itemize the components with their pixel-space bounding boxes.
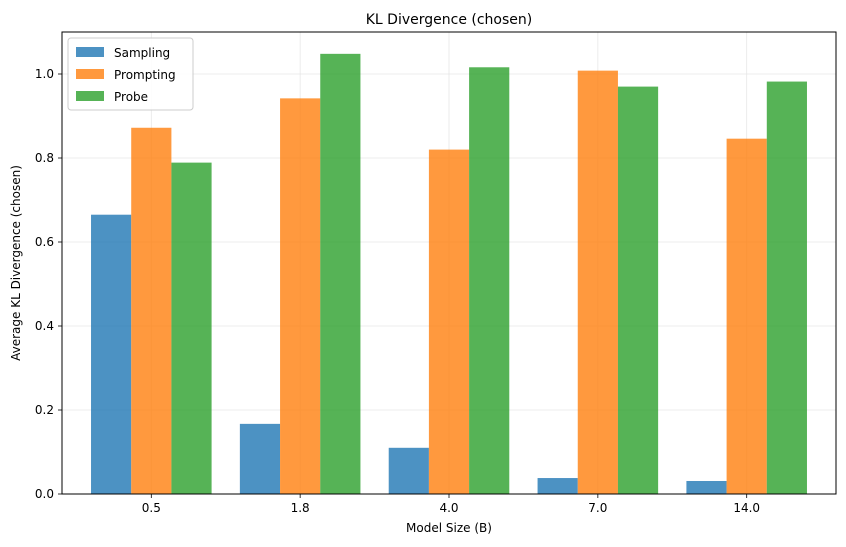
x-tick-label: 7.0 [588, 501, 607, 515]
bar-probe-14.0 [766, 81, 807, 494]
y-tick-label: 0.0 [35, 487, 54, 501]
ticks: 0.0 0.2 0.4 0.6 0.8 1.0 0.5 1.8 4.0 7.0 14.0 [35, 67, 760, 515]
x-tick-label: 1.8 [291, 501, 310, 515]
bar-prompting-1.8 [280, 98, 321, 495]
y-tick-label: 0.2 [35, 403, 54, 417]
legend-swatch-prompting [76, 69, 104, 79]
bar-sampling-14.0 [686, 480, 727, 494]
bar-prompting-14.0 [726, 138, 767, 494]
legend: Sampling Prompting Probe [67, 37, 194, 111]
bar-prompting-4.0 [428, 149, 470, 494]
bar-prompting-0.5 [131, 127, 172, 494]
legend-label-probe: Probe [114, 90, 148, 104]
y-axis-label: Average KL Divergence (chosen) [9, 165, 23, 361]
y-tick-label: 0.6 [35, 235, 54, 249]
legend-label-sampling: Sampling [114, 46, 170, 60]
bar-sampling-4.0 [388, 447, 429, 494]
bar-sampling-7.0 [537, 478, 578, 494]
bars [91, 53, 807, 495]
y-tick-label: 0.4 [35, 319, 54, 333]
bar-prompting-7.0 [577, 70, 618, 494]
bar-probe-4.0 [469, 67, 510, 494]
y-tick-label: 1.0 [35, 67, 54, 81]
legend-swatch-sampling [76, 47, 104, 57]
x-tick-label: 14.0 [733, 501, 760, 515]
bar-probe-7.0 [617, 86, 659, 494]
x-tick-label: 4.0 [439, 501, 458, 515]
chart-title: KL Divergence (chosen) [366, 12, 532, 28]
x-tick-label: 0.5 [142, 501, 161, 515]
bar-sampling-0.5 [91, 214, 132, 494]
y-tick-label: 0.8 [35, 151, 54, 165]
bar-sampling-1.8 [239, 423, 281, 494]
bar-probe-0.5 [171, 162, 212, 494]
legend-swatch-probe [76, 91, 104, 101]
legend-label-prompting: Prompting [114, 68, 176, 82]
bar-probe-1.8 [320, 53, 361, 495]
x-axis-label: Model Size (B) [406, 521, 492, 535]
